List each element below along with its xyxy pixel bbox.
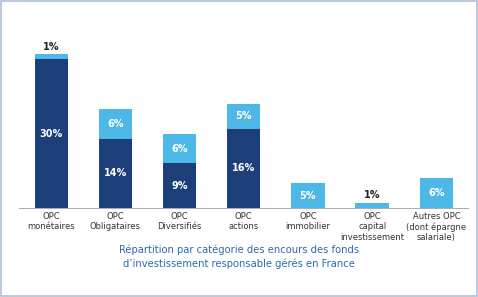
Text: 6%: 6% (107, 119, 124, 129)
Bar (227, 104, 261, 129)
Bar (356, 203, 389, 208)
Text: Répartition par catégorie des encours des fonds
d’investissement responsable gér: Répartition par catégorie des encours de… (119, 244, 359, 269)
Text: 9%: 9% (171, 181, 188, 191)
Bar (34, 59, 68, 208)
Text: 14%: 14% (104, 168, 127, 178)
Text: 1%: 1% (43, 42, 59, 52)
Text: 6%: 6% (171, 143, 188, 154)
Text: 5%: 5% (300, 190, 316, 200)
Bar (34, 54, 68, 59)
Text: 16%: 16% (232, 163, 255, 173)
Text: 1%: 1% (364, 190, 380, 200)
Bar (227, 129, 261, 208)
Bar (163, 163, 196, 208)
Bar (420, 178, 453, 208)
Bar (99, 139, 132, 208)
Bar (291, 183, 325, 208)
Text: 30%: 30% (40, 129, 63, 139)
Bar (163, 134, 196, 163)
Bar (99, 109, 132, 139)
Text: 5%: 5% (236, 111, 252, 121)
Text: 6%: 6% (428, 188, 445, 198)
